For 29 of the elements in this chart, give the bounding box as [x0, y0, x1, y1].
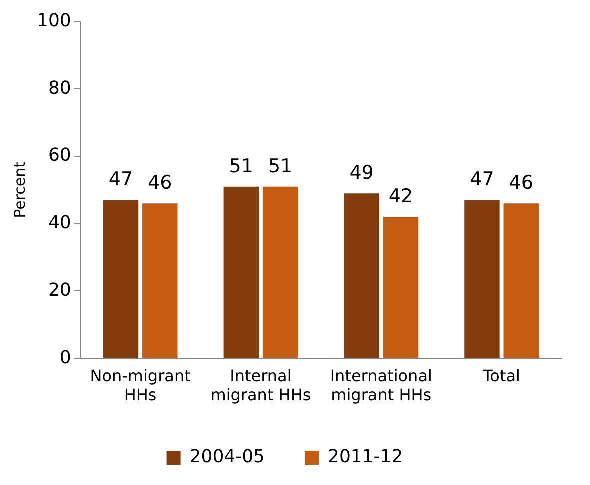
data-label: 47	[108, 168, 134, 191]
bar	[262, 186, 298, 358]
y-tick-label: 80	[48, 78, 72, 99]
legend-label: 2004-05	[190, 446, 266, 468]
legend-label: 2011-12	[328, 446, 404, 468]
data-label: 51	[229, 155, 254, 178]
y-tick-label: 60	[48, 145, 72, 166]
bar	[103, 200, 139, 358]
x-tick-label: International migrant HHs	[330, 366, 432, 405]
data-label: 47	[470, 168, 494, 191]
bar	[224, 186, 260, 358]
y-tick-label: 40	[48, 212, 72, 234]
y-tick-label: 0	[60, 347, 72, 368]
data-label: 46	[148, 172, 172, 194]
bar	[464, 200, 500, 358]
y-axis-title: Percent	[10, 162, 29, 218]
bar	[504, 204, 539, 358]
data-label: 51	[268, 155, 293, 178]
y-tick-label: 100	[36, 10, 72, 32]
y-tick-label: 20	[48, 280, 72, 301]
data-label: 42	[388, 186, 414, 208]
x-tick-label: Total	[482, 366, 520, 386]
bar	[383, 217, 419, 358]
x-tick-label: Internal migrant HHs	[210, 366, 312, 405]
data-label: 46	[509, 172, 534, 194]
x-tick-label: Non-migrant HHs	[90, 366, 191, 405]
bar	[142, 204, 178, 358]
data-label: 49	[350, 162, 374, 184]
bar	[344, 194, 380, 358]
